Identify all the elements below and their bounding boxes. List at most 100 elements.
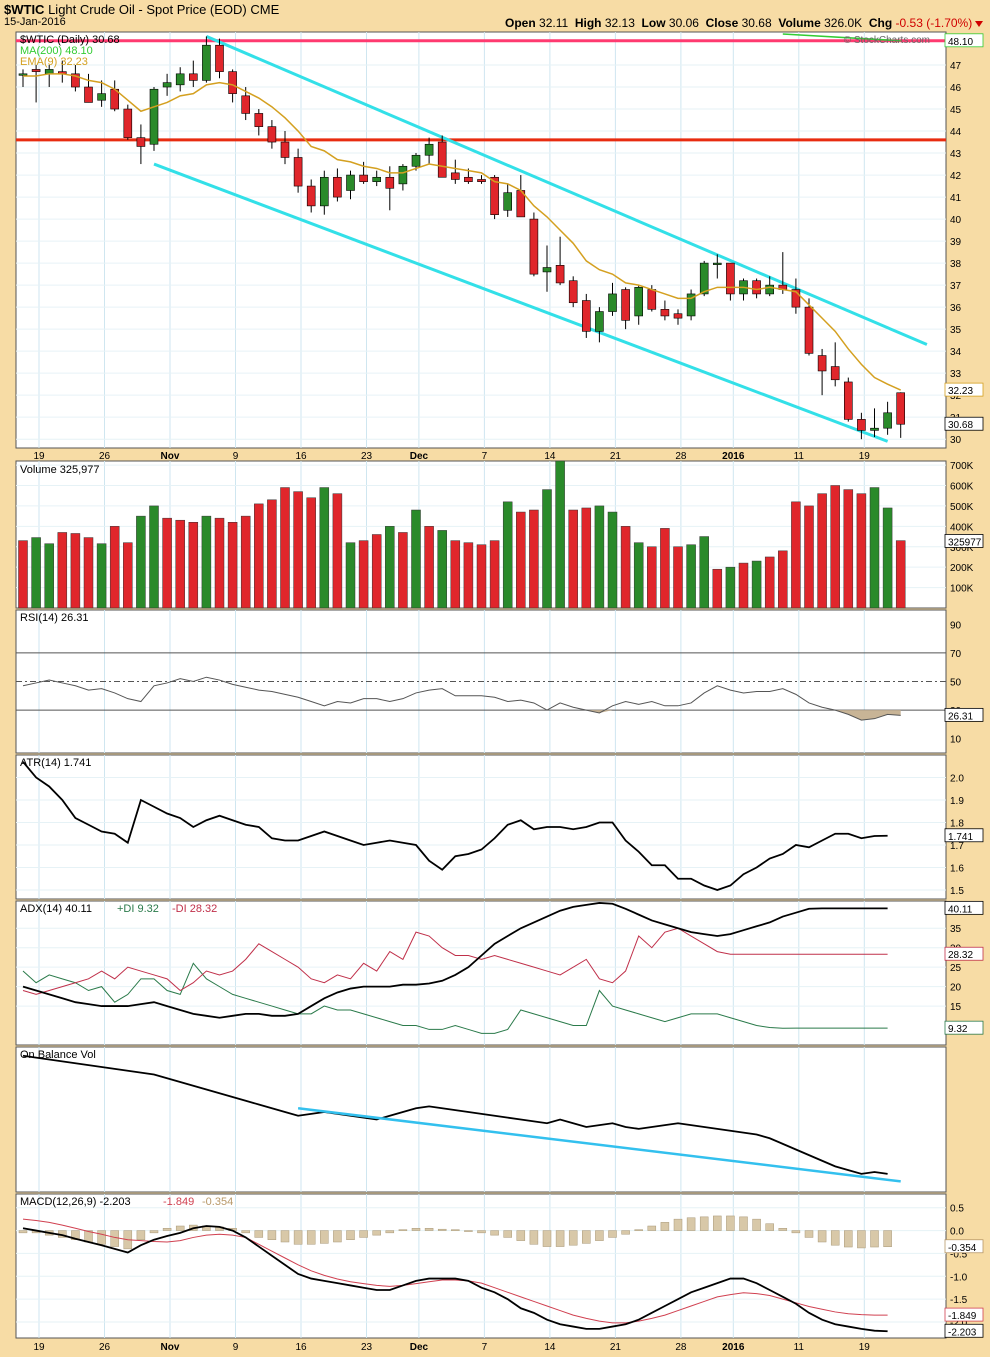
adx-last-label-box (944, 900, 984, 915)
macd-hist-last-label-box (944, 1239, 984, 1254)
macd-signal-line (22, 1218, 888, 1324)
volume-bar (254, 503, 264, 609)
candle-body (31, 69, 41, 72)
macd-hist-bar (136, 1230, 146, 1240)
price-panel (15, 31, 947, 449)
candle-body (843, 381, 853, 420)
macd-panel (15, 1193, 947, 1339)
volume-bar (647, 546, 657, 609)
candle-body (581, 300, 591, 332)
x-tick-label-top: 21 (610, 451, 622, 462)
price-tick-label: 38 (950, 259, 962, 270)
volume-bar (280, 487, 290, 609)
volume-bar (712, 568, 723, 609)
macd-hist-bar (582, 1230, 591, 1244)
volume-bar (31, 537, 41, 609)
candle-body (673, 313, 683, 319)
x-tick-label-top: 19 (859, 451, 871, 462)
macd-hist-bar (542, 1230, 552, 1247)
volume-tick-label: 200K (950, 563, 974, 574)
volume-bar (751, 560, 762, 609)
price-tick-label: 42 (950, 171, 962, 182)
candle-body (84, 86, 93, 103)
volume-bar (686, 544, 696, 609)
x-tick-label-bottom: 23 (361, 1342, 373, 1353)
macd-hist-bar (110, 1230, 119, 1247)
macd-tick-label: 0.0 (950, 1227, 964, 1238)
x-tick-label-bottom: Dec (410, 1342, 429, 1353)
atr-line (22, 761, 888, 891)
volume-bar (516, 511, 526, 609)
macd-hist-bar (595, 1230, 604, 1241)
price-tick-label: 45 (950, 105, 962, 116)
macd-hist-bar (529, 1230, 539, 1245)
price-tick-label: 47 (950, 61, 962, 72)
x-tick-label-top: 19 (33, 451, 45, 462)
candle-body (136, 137, 146, 147)
macd-hist-bar (621, 1230, 630, 1235)
macd-hist-bar (817, 1230, 827, 1243)
volume-bar (660, 528, 670, 609)
volume-bar (358, 540, 369, 609)
macd-hist-bar (555, 1230, 565, 1247)
volume-last-label-box (944, 534, 984, 548)
volume-bar (620, 526, 631, 609)
macd-hist-bar (333, 1230, 342, 1243)
price-tick-label: 41 (950, 193, 962, 204)
volume-bar (162, 517, 172, 609)
candle-body (464, 176, 473, 182)
volume-bar (555, 460, 565, 609)
volume-bar (778, 550, 788, 609)
candle-body (215, 44, 224, 72)
volume-bar (371, 534, 382, 609)
ohlc-summary: Open 32.11 High 32.13 Low 30.06 Close 30… (505, 16, 984, 30)
volume-bar (18, 540, 28, 609)
candle-body (372, 176, 382, 182)
watermark: © StockCharts.com (844, 35, 930, 46)
x-tick-label-bottom: 9 (233, 1342, 239, 1353)
macd-hist-bar (516, 1230, 526, 1241)
rsi-panel-title: RSI(14) 26.31 (20, 612, 88, 624)
volume-bar (57, 532, 68, 609)
macd-tick-label: 0.5 (950, 1204, 964, 1215)
price-tick-label: 46 (950, 83, 962, 94)
macd-hist-bar (778, 1228, 788, 1231)
x-tick-label-bottom: 21 (610, 1342, 622, 1353)
volume-tick-label: 300K (950, 543, 974, 554)
rsi-tick-label: 90 (950, 620, 962, 631)
macd-hist-bar (830, 1230, 840, 1246)
ma200-last-label: 48.10 (948, 37, 973, 48)
ema9-line (23, 73, 902, 391)
macd-hist-bar (280, 1230, 290, 1243)
x-tick-label-bottom: 28 (675, 1342, 687, 1353)
macd-hist-bar (437, 1228, 447, 1231)
volume-bar (332, 493, 343, 609)
macd-hist-bar (673, 1218, 683, 1231)
x-tick-label-top: 26 (99, 451, 111, 462)
candle-body (608, 293, 617, 312)
candle-body (228, 71, 237, 94)
volume-bar (201, 515, 212, 609)
ema-last-label: 32.23 (948, 386, 973, 397)
macd-hist-bar (568, 1230, 578, 1246)
plus-di-legend: +DI 9.32 (117, 903, 159, 915)
x-tick-label-top: Nov (161, 451, 180, 462)
candle-body (254, 113, 264, 127)
volume-tick-label: 100K (950, 584, 974, 595)
macd-tick-label: -2.0 (950, 1318, 968, 1329)
volume-bar (489, 540, 500, 609)
obv-line (22, 1054, 888, 1175)
volume-bar (502, 501, 513, 609)
minus-di-legend: -DI 28.32 (172, 903, 217, 915)
candle-body (424, 143, 434, 156)
price-tick-label: 43 (950, 149, 962, 160)
macd-last-label-box (944, 1323, 984, 1338)
macd-hist-bar (359, 1230, 368, 1238)
macd-hist-bar (175, 1225, 185, 1231)
macd-hist-bar (686, 1217, 696, 1231)
volume-bar (476, 544, 487, 609)
ma200-last-label-box (944, 33, 984, 48)
volume-bar (673, 546, 683, 609)
x-tick-label-top: 11 (794, 451, 805, 462)
